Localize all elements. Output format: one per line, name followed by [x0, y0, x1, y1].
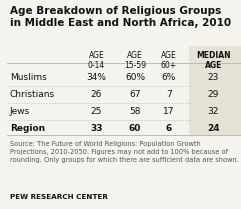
Text: 15-59: 15-59 [124, 61, 146, 70]
Text: Muslims: Muslims [10, 73, 46, 82]
Text: AGE: AGE [88, 51, 104, 60]
Text: Source: The Future of World Religions: Population Growth
Projections, 2010-2050.: Source: The Future of World Religions: P… [10, 141, 239, 163]
Text: 29: 29 [208, 90, 219, 99]
Text: Christians: Christians [10, 90, 55, 99]
Text: Region: Region [10, 124, 45, 133]
Text: 32: 32 [208, 107, 219, 116]
Text: 24: 24 [207, 124, 220, 133]
Text: 7: 7 [166, 90, 172, 99]
Text: Jews: Jews [10, 107, 30, 116]
Text: 23: 23 [208, 73, 219, 82]
Text: 34%: 34% [87, 73, 106, 82]
Text: 17: 17 [163, 107, 174, 116]
Text: 6: 6 [166, 124, 172, 133]
Text: 6%: 6% [161, 73, 176, 82]
Text: 25: 25 [91, 107, 102, 116]
Text: MEDIAN: MEDIAN [196, 51, 231, 60]
Text: 60+: 60+ [161, 61, 177, 70]
Text: 60: 60 [129, 124, 141, 133]
Text: 60%: 60% [125, 73, 145, 82]
Text: PEW RESEARCH CENTER: PEW RESEARCH CENTER [10, 194, 107, 200]
Text: 67: 67 [129, 90, 141, 99]
Text: AGE: AGE [205, 61, 222, 70]
Text: in Middle East and North Africa, 2010: in Middle East and North Africa, 2010 [10, 18, 231, 28]
Text: AGE: AGE [127, 51, 143, 60]
Text: 33: 33 [90, 124, 103, 133]
Text: Age Breakdown of Religious Groups: Age Breakdown of Religious Groups [10, 6, 221, 16]
Text: AGE: AGE [161, 51, 177, 60]
Text: 26: 26 [91, 90, 102, 99]
Text: 58: 58 [129, 107, 141, 116]
Text: 0-14: 0-14 [88, 61, 105, 70]
